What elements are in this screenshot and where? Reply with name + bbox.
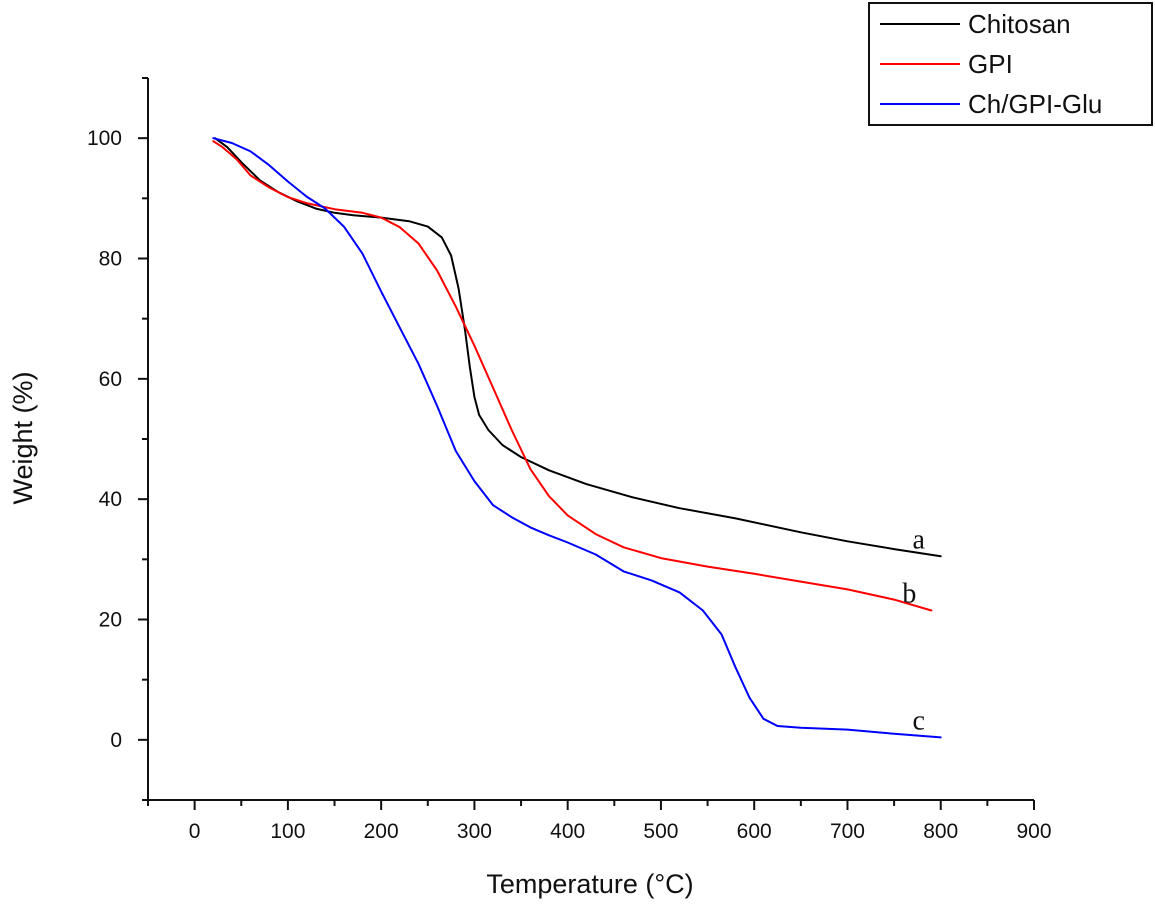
curve-labels: ab c — [902, 524, 925, 736]
y-tick-label: 0 — [110, 729, 122, 752]
y-tick-label: 40 — [99, 488, 122, 511]
y-tick-label: 80 — [99, 248, 122, 271]
legend-label-ch-gpi-glu: Ch/GPI-Glu — [968, 89, 1102, 119]
curve-label-b: b — [902, 578, 916, 609]
y-tick-label: 100 — [87, 127, 122, 150]
y-tick-label: 60 — [99, 368, 122, 391]
x-tick-label: 500 — [643, 820, 678, 843]
y-axis-title: Weight (%) — [8, 371, 38, 504]
x-tick-label: 800 — [923, 820, 958, 843]
x-tick-label: 100 — [270, 820, 305, 843]
x-tick-label: 700 — [830, 820, 865, 843]
x-tick-label: 400 — [550, 820, 585, 843]
x-tick-label: 300 — [457, 820, 492, 843]
series-line-ch-gpi-glu — [212, 137, 942, 739]
y-tick-label: 20 — [99, 609, 122, 632]
series-line-gpi — [212, 140, 933, 612]
legend-label-chitosan: Chitosan — [968, 9, 1071, 39]
x-tick-label: 900 — [1016, 820, 1051, 843]
x-tick-label: 0 — [189, 820, 201, 843]
x-axis-title: Temperature (°C) — [486, 869, 693, 899]
legend: Chitosan GPI Ch/GPI-Glu — [868, 2, 1153, 126]
x-tick-label: 200 — [364, 820, 399, 843]
legend-label-gpi: GPI — [968, 49, 1013, 79]
curve-label-c: c — [913, 705, 925, 736]
series-group — [212, 137, 942, 739]
x-tick-label: 600 — [737, 820, 772, 843]
series-line-chitosan — [214, 137, 942, 558]
curve-label-a: a — [913, 524, 926, 555]
axes: 0 100 200 300 400 500 600 700 800 900 0 20 40 60 80 100 — [87, 77, 1052, 843]
